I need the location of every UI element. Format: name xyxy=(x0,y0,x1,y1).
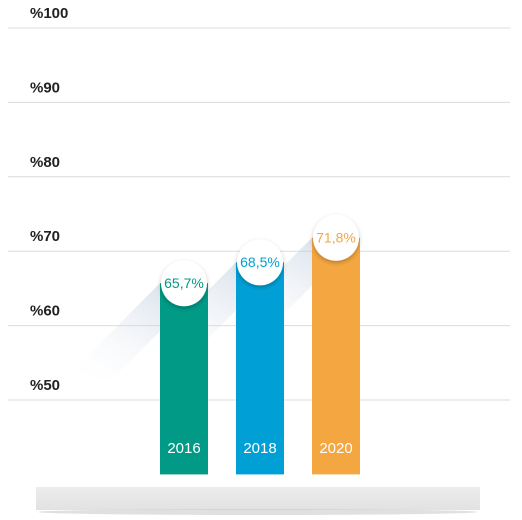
value-badge xyxy=(313,214,359,261)
y-tick-label: %100 xyxy=(30,5,68,22)
x-tick-label: 2018 xyxy=(243,440,276,457)
y-tick-label: %50 xyxy=(30,377,60,394)
bars: 65,7% 2016 68,5% 2018 71,8% 2020 xyxy=(160,214,360,475)
x-tick-label: 2020 xyxy=(319,440,352,457)
bar xyxy=(160,283,208,475)
value-label: 68,5% xyxy=(240,254,280,270)
platform xyxy=(36,487,480,510)
bar xyxy=(312,237,360,475)
value-label: 71,8% xyxy=(316,230,356,246)
bar xyxy=(236,262,284,475)
value-badge xyxy=(161,260,207,307)
y-tick-label: %60 xyxy=(30,303,60,320)
platform-shadow xyxy=(38,509,478,515)
y-tick-label: %80 xyxy=(30,154,60,171)
x-tick-label: 2016 xyxy=(167,440,200,457)
grid: %50 %60 %70 %80 %90 %100 xyxy=(8,5,510,401)
y-tick-label: %70 xyxy=(30,228,60,245)
y-tick-label: %90 xyxy=(30,79,60,96)
value-label: 65,7% xyxy=(164,275,204,291)
value-badge xyxy=(237,239,283,286)
